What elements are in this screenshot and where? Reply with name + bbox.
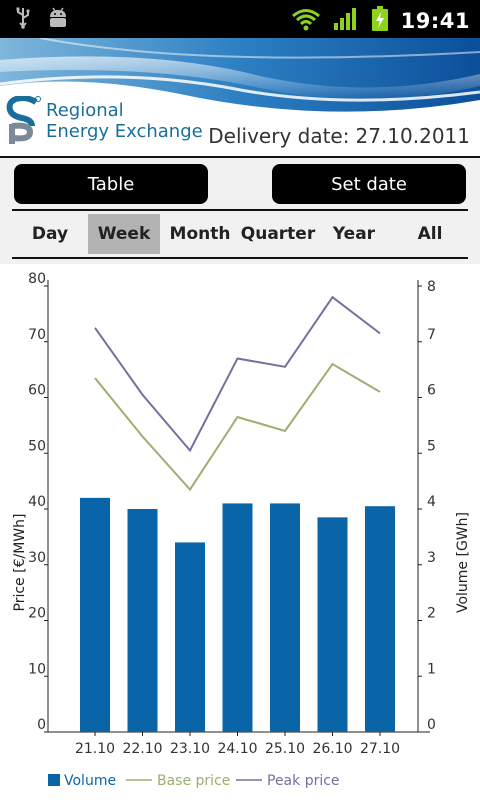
usb-icon xyxy=(14,7,32,33)
x-tick-label: 21.10 xyxy=(75,741,115,757)
x-tick-label: 23.10 xyxy=(170,741,210,757)
tab-week[interactable]: Week xyxy=(88,214,160,254)
logo-line1: Regional xyxy=(46,100,124,121)
y-axis-title-left: Price [€/MWh] xyxy=(12,514,28,612)
y-tick-label-left: 80 xyxy=(28,271,46,287)
volume-bar xyxy=(80,497,110,732)
x-tick-label: 24.10 xyxy=(217,741,257,757)
app-header: Regional Energy Exchange Delivery date: 2… xyxy=(0,38,480,156)
header-banner xyxy=(0,38,480,156)
wifi-icon xyxy=(291,7,321,35)
base-price-line xyxy=(94,362,381,492)
set-date-button[interactable]: Set date xyxy=(272,164,466,204)
y-tick-label-left: 30 xyxy=(28,550,46,566)
tab-quarter[interactable]: Quarter xyxy=(240,224,316,244)
y-tick-label-right: 7 xyxy=(427,327,436,343)
status-time: 19:41 xyxy=(400,9,470,33)
volume-bar xyxy=(270,503,300,732)
y-tick-label-right: 1 xyxy=(427,661,436,677)
status-bar: 19:41 xyxy=(0,0,480,38)
price-volume-chart: 0 10 20 30 40 50 60 70 80 0 1 2 3 4 5 6 7 8 Price [€/MWh] V… xyxy=(12,271,471,789)
volume-bar xyxy=(175,542,205,732)
peak-price-line xyxy=(94,295,381,453)
y-tick-label-right: 4 xyxy=(427,494,436,510)
signal-icon xyxy=(333,7,359,35)
y-tick-label-right: 0 xyxy=(427,717,436,733)
delivery-date: Delivery date: 27.10.2011 xyxy=(208,124,470,148)
x-tick-label: 27.10 xyxy=(360,741,400,757)
legend-volume-swatch xyxy=(48,774,60,786)
delivery-date-label: Delivery date: xyxy=(208,124,350,148)
y-axis-title-right: Volume [GWh] xyxy=(455,512,471,613)
volume-bar xyxy=(317,517,348,732)
y-tick-label-left: 50 xyxy=(28,438,46,454)
logo: Regional Energy Exchange xyxy=(6,96,203,146)
y-tick-label-left: 60 xyxy=(28,383,46,399)
y-tick-label-left: 10 xyxy=(28,661,46,677)
volume-bar xyxy=(127,509,158,732)
chart-area: 0 10 20 30 40 50 60 70 80 0 1 2 3 4 5 6 7 8 Price [€/MWh] V… xyxy=(0,264,480,800)
tab-day[interactable]: Day xyxy=(31,224,69,244)
y-tick-label-right: 3 xyxy=(427,550,436,566)
legend-peak-label: Peak price xyxy=(267,773,340,789)
tab-month[interactable]: Month xyxy=(169,224,231,244)
y-tick-label-left: 20 xyxy=(28,606,46,622)
y-tick-label-left: 0 xyxy=(37,717,46,733)
logo-line2: Energy Exchange xyxy=(46,121,203,142)
legend-base-label: Base price xyxy=(157,773,230,789)
battery-charging-icon xyxy=(371,6,389,36)
android-debug-icon xyxy=(46,7,70,33)
y-tick-label-right: 8 xyxy=(427,279,436,295)
x-tick-label: 22.10 xyxy=(122,741,162,757)
logo-mark-icon xyxy=(6,96,41,144)
y-tick-label-right: 5 xyxy=(427,438,436,454)
x-tick-label: 26.10 xyxy=(312,741,352,757)
y-tick-label-left: 70 xyxy=(28,327,46,343)
y-tick-label-left: 40 xyxy=(28,494,46,510)
x-tick-label: 25.10 xyxy=(265,741,305,757)
controls-panel: Table Set date Day Week Month Quarter Ye… xyxy=(0,156,480,264)
tab-all[interactable]: All xyxy=(417,224,443,244)
y-tick-label-right: 6 xyxy=(427,383,436,399)
period-tabs: Day Week Month Quarter Year All xyxy=(12,209,468,259)
delivery-date-value: 27.10.2011 xyxy=(355,124,470,148)
volume-bar xyxy=(365,506,395,732)
table-button[interactable]: Table xyxy=(14,164,208,204)
volume-bar xyxy=(222,503,253,732)
tab-year[interactable]: Year xyxy=(332,224,376,244)
y-tick-label-right: 2 xyxy=(427,606,436,622)
legend-volume-label: Volume xyxy=(64,773,116,789)
